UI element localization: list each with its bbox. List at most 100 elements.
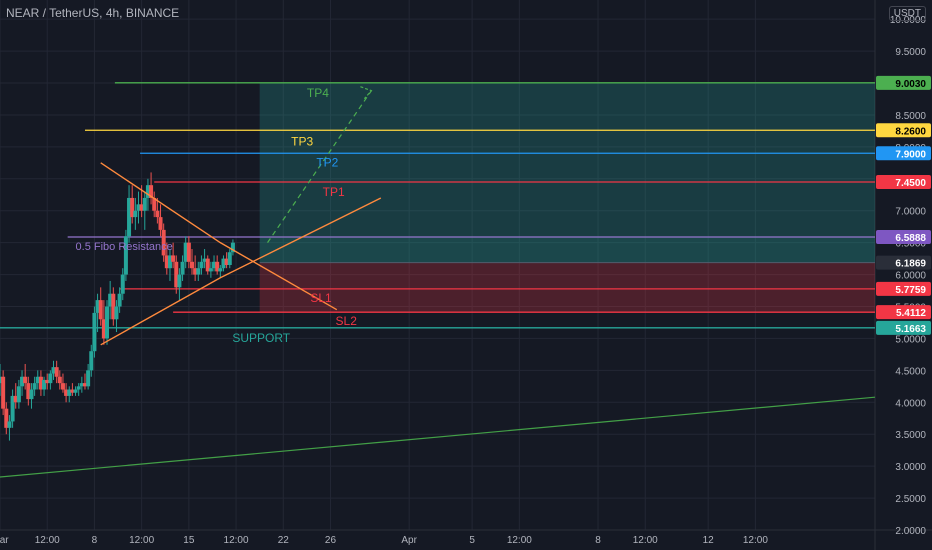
y-tick-label-8: 6.0000 <box>895 271 926 282</box>
candle-body-18 <box>54 367 59 377</box>
profit-zone <box>259 82 876 237</box>
candle-body-13 <box>38 376 43 390</box>
candle-body-74 <box>230 242 235 253</box>
candle-body-35 <box>108 293 113 307</box>
candle-body-1 <box>1 376 6 409</box>
candle-body-42 <box>130 197 135 218</box>
candle-body-45 <box>139 204 144 211</box>
candle-body-68 <box>212 261 217 269</box>
candle-body-53 <box>164 255 169 269</box>
x-tick-label-2: 8 <box>92 535 98 546</box>
candle-body-51 <box>158 217 163 230</box>
x-tick-label-9: 5 <box>469 535 475 546</box>
price-badge-text-1: 8.2600 <box>895 126 926 137</box>
candle-body-7 <box>20 376 25 387</box>
candle-body-50 <box>155 210 160 218</box>
candle-body-47 <box>145 185 150 198</box>
x-tick-label-5: 12:00 <box>224 535 249 546</box>
candle-body-43 <box>133 210 138 218</box>
x-tick-label-8: Apr <box>401 535 417 546</box>
price-badge-bg-8 <box>876 320 931 335</box>
candle-body-32 <box>98 300 103 320</box>
candle-body-61 <box>189 261 194 269</box>
level-label-4: 0.5 Fibo Resistance <box>76 241 173 253</box>
candle-body-59 <box>183 242 188 262</box>
candle-body-15 <box>45 379 50 384</box>
candle-body-12 <box>35 376 40 384</box>
candle-body-3 <box>7 421 12 428</box>
y-tick-label-10: 7.0000 <box>895 207 926 218</box>
price-badge-text-7: 5.4112 <box>896 308 926 319</box>
price-badge-bg-7 <box>876 305 931 320</box>
x-tick-label-14: 12:00 <box>743 535 768 546</box>
candle-body-4 <box>10 395 15 422</box>
x-tick-label-7: 26 <box>325 535 337 546</box>
price-badge-bg-2 <box>876 146 931 161</box>
price-badge-bg-4 <box>876 229 931 244</box>
candle-body-71 <box>221 258 226 269</box>
candle-body-19 <box>57 376 62 384</box>
x-tick-label-13: 12 <box>703 535 715 546</box>
price-badge-bg-5 <box>876 255 931 270</box>
candle-body-46 <box>142 197 147 211</box>
candle-body-29 <box>89 351 94 371</box>
y-tick-label-9: 6.5000 <box>895 239 926 250</box>
candle-body-60 <box>186 242 191 262</box>
candle-body-41 <box>127 197 132 237</box>
y-tick-label-0: 2.0000 <box>895 526 926 537</box>
candle-body-28 <box>86 370 91 387</box>
candle-body-62 <box>193 268 198 275</box>
candle-body-17 <box>51 367 56 374</box>
price-badge-text-0: 9.0030 <box>895 79 926 90</box>
candle-body-37 <box>114 306 119 320</box>
candle-body-65 <box>202 258 207 262</box>
candle-body-27 <box>82 383 87 387</box>
x-tick-label-0: Mar <box>0 535 9 546</box>
triangle-upper-line <box>100 162 338 311</box>
candle-body-73 <box>227 252 232 265</box>
candle-body-72 <box>224 258 229 265</box>
candle-body-44 <box>136 204 141 211</box>
candle-body-52 <box>161 229 166 256</box>
x-tick-label-1: 12:00 <box>35 535 60 546</box>
x-tick-label-4: 15 <box>183 535 195 546</box>
price-badge-text-4: 6.5888 <box>895 233 926 244</box>
level-label-6: SL1 <box>310 291 332 305</box>
target-path <box>267 90 372 243</box>
price-badge-text-6: 5.7759 <box>895 285 926 296</box>
x-tick-label-12: 12:00 <box>633 535 658 546</box>
y-tick-label-13: 8.5000 <box>895 111 926 122</box>
target-arrow-head <box>360 86 373 100</box>
candle-body-14 <box>42 379 47 390</box>
y-tick-label-3: 3.5000 <box>895 430 926 441</box>
candle-body-54 <box>167 255 172 269</box>
candle-body-55 <box>171 255 176 262</box>
candle-body-24 <box>73 389 78 393</box>
candle-body-64 <box>199 261 204 269</box>
triangle-lower-line <box>100 197 382 346</box>
chart-title: NEAR / TetherUS, 4h, BINANCE <box>6 6 180 20</box>
candle-body-2 <box>4 408 9 428</box>
candle-body-36 <box>111 293 116 320</box>
candle-body-67 <box>208 268 213 272</box>
y-tick-label-15: 9.5000 <box>895 47 926 58</box>
x-tick-label-10: 12:00 <box>507 535 532 546</box>
candle-body-69 <box>215 261 220 272</box>
candle-body-49 <box>152 197 157 211</box>
y-tick-label-5: 4.5000 <box>895 366 926 377</box>
candle-body-33 <box>101 319 106 339</box>
candle-body-0 <box>0 376 2 384</box>
candle-body-57 <box>177 274 182 288</box>
y-tick-label-1: 2.5000 <box>895 494 926 505</box>
price-badge-bg-6 <box>876 281 931 296</box>
candle-body-58 <box>180 261 185 275</box>
entry-zone <box>259 236 876 263</box>
level-label-8: SUPPORT <box>232 331 290 345</box>
candle-body-48 <box>149 185 154 198</box>
candle-body-70 <box>218 268 223 272</box>
candle-body-30 <box>92 312 97 352</box>
loss-zone <box>259 262 876 313</box>
candle-body-22 <box>67 389 72 396</box>
level-label-7: SL2 <box>336 314 358 328</box>
